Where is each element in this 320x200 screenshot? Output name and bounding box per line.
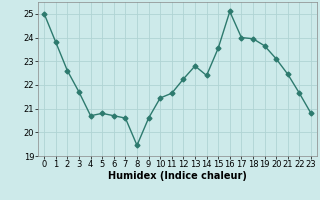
X-axis label: Humidex (Indice chaleur): Humidex (Indice chaleur) — [108, 171, 247, 181]
